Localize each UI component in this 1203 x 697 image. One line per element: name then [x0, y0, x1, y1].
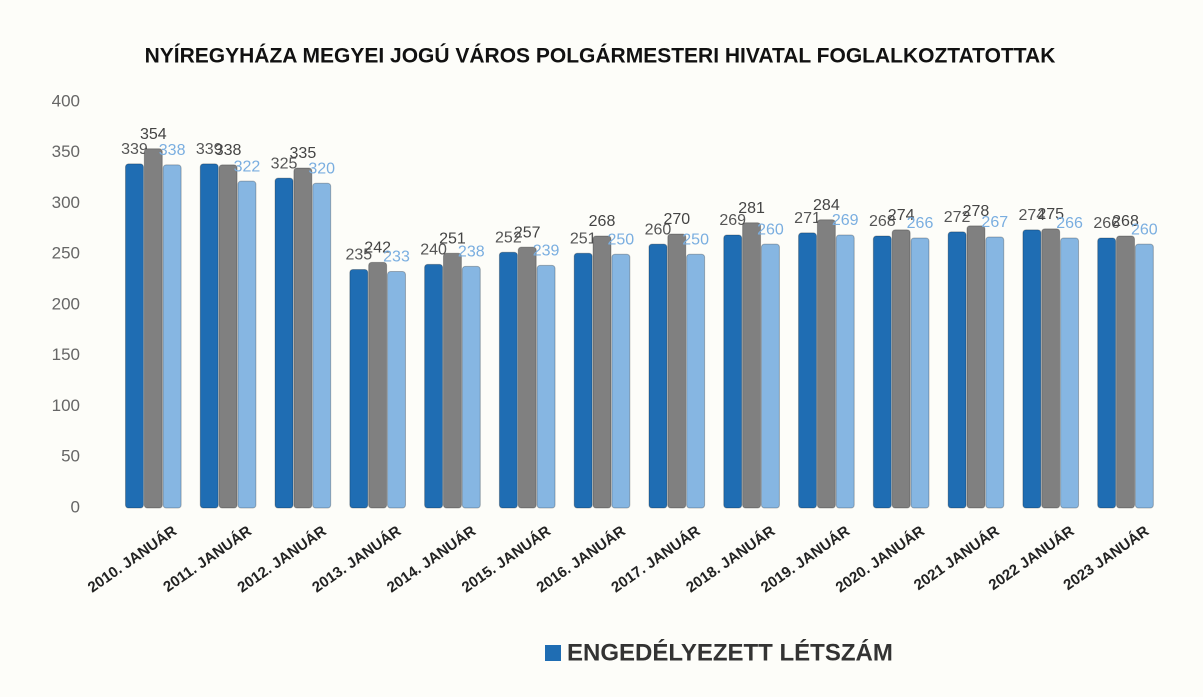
data-label: 339: [196, 141, 223, 158]
bar: [293, 167, 313, 509]
y-tick-label: 300: [52, 193, 80, 212]
bar: [218, 164, 238, 509]
bar: [1134, 243, 1154, 509]
data-label: 274: [1019, 207, 1046, 224]
data-label: 235: [345, 247, 372, 264]
bar: [162, 164, 182, 509]
bar: [349, 268, 369, 509]
bar: [573, 252, 593, 509]
bar: [592, 235, 612, 509]
data-label: 325: [271, 155, 298, 172]
bar: [312, 182, 332, 509]
data-label: 250: [682, 231, 709, 248]
data-label: 320: [308, 160, 335, 177]
data-label: 275: [1037, 206, 1064, 223]
bar: [1022, 229, 1042, 509]
bar: [816, 219, 836, 509]
bar: [835, 234, 855, 509]
data-label: 239: [533, 243, 560, 260]
bar: [611, 253, 631, 509]
bar: [124, 163, 144, 509]
data-label: 322: [234, 158, 261, 175]
bar: [199, 163, 219, 509]
data-label: 269: [719, 212, 746, 229]
y-tick-label: 100: [52, 396, 80, 415]
data-label: 266: [1056, 215, 1083, 232]
data-label: 266: [907, 215, 934, 232]
data-label: 338: [215, 142, 242, 159]
bar: [872, 235, 892, 509]
data-label: 252: [495, 229, 522, 246]
bar: [1116, 235, 1135, 509]
bar: [517, 246, 537, 509]
data-label: 271: [794, 210, 821, 227]
data-label: 281: [738, 200, 765, 217]
bar: [237, 180, 257, 509]
data-label: 238: [458, 244, 485, 261]
data-label: 266: [1093, 215, 1120, 232]
data-label: 274: [888, 207, 915, 224]
bar: [910, 237, 930, 509]
data-label: 260: [645, 221, 672, 238]
bar: [760, 243, 780, 509]
legend-swatch: [545, 645, 561, 661]
data-label: 257: [514, 224, 541, 241]
bar: [947, 231, 967, 509]
bar: [536, 264, 556, 509]
bar: [461, 265, 481, 509]
data-label: 268: [589, 213, 616, 230]
y-tick-label: 400: [52, 91, 80, 110]
bar: [891, 229, 911, 509]
data-label: 242: [364, 240, 391, 257]
data-label: 251: [570, 230, 597, 247]
data-label: 260: [1131, 221, 1158, 238]
bar: [1041, 228, 1061, 509]
data-label: 268: [1112, 213, 1139, 230]
bar: [686, 253, 706, 509]
y-tick-label: 0: [71, 497, 80, 516]
data-label: 354: [140, 126, 167, 143]
bar: [442, 252, 462, 509]
y-tick-label: 350: [52, 142, 80, 161]
data-label: 251: [439, 230, 466, 247]
bar: [667, 233, 687, 509]
data-label: 278: [963, 203, 990, 220]
bar: [274, 177, 294, 509]
data-label: 240: [420, 242, 447, 259]
bar: [742, 222, 762, 509]
y-tick-label: 150: [52, 345, 80, 364]
y-tick-label: 200: [52, 294, 80, 313]
bar: [424, 263, 444, 509]
bar: [723, 234, 743, 509]
bar: [498, 251, 518, 509]
y-tick-label: 250: [52, 244, 80, 263]
data-label: 250: [608, 231, 635, 248]
bar: [648, 243, 668, 509]
data-label: 268: [869, 213, 896, 230]
data-label: 284: [813, 197, 840, 214]
data-label: 269: [832, 212, 859, 229]
bar: [143, 148, 163, 509]
data-label: 260: [757, 221, 784, 238]
bar: [798, 232, 817, 509]
data-label: 267: [981, 214, 1008, 231]
legend-label: ENGEDÉLYEZETT LÉTSZÁM: [567, 638, 893, 666]
bar: [1060, 237, 1080, 509]
data-label: 335: [290, 145, 317, 162]
bar: [985, 236, 1005, 509]
data-label: 270: [663, 211, 690, 228]
bar: [387, 271, 406, 509]
data-label: 233: [383, 249, 410, 266]
data-label: 338: [159, 142, 186, 159]
chart-title: NYÍREGYHÁZA MEGYEI JOGÚ VÁROS POLGÁRMEST…: [145, 44, 1056, 68]
bar: [966, 225, 986, 509]
bar: [1097, 237, 1117, 509]
data-label: 272: [944, 209, 971, 226]
y-tick-label: 50: [61, 447, 80, 466]
data-label: 339: [121, 141, 148, 158]
bar: [368, 261, 388, 509]
